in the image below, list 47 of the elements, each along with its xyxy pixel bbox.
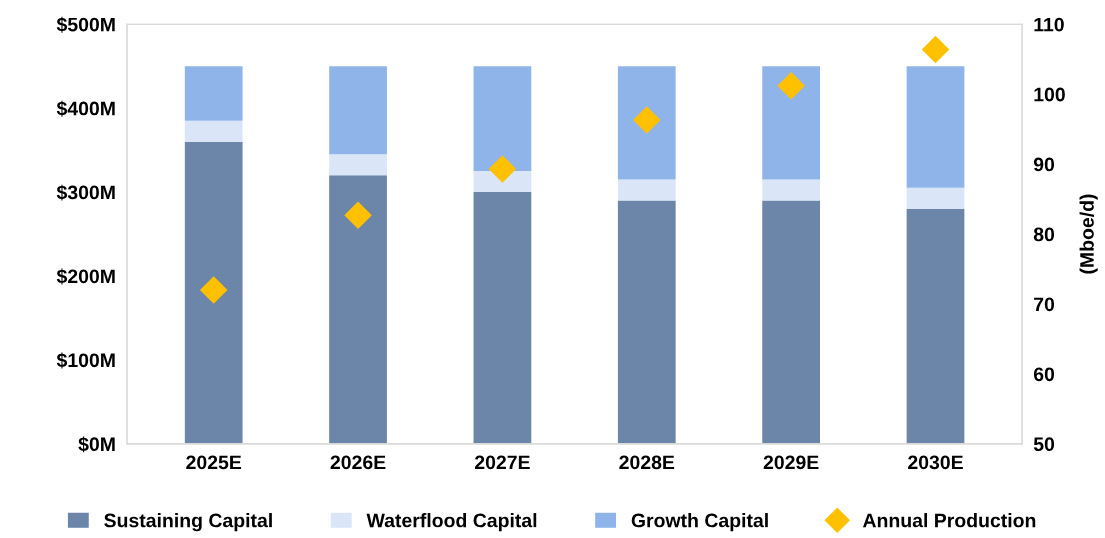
x-tick-label: 2025E xyxy=(186,455,242,470)
y2-tick-label: 70 xyxy=(1034,297,1055,312)
bar xyxy=(473,66,532,172)
y-tick-label: $300M xyxy=(56,184,115,201)
x-tick-label: 2028E xyxy=(619,455,675,470)
legend-label: Sustaining Capital xyxy=(104,513,272,532)
y2-tick-label: 50 xyxy=(1033,437,1055,452)
point xyxy=(488,155,516,183)
bar xyxy=(473,192,532,444)
point xyxy=(200,276,228,304)
x-tick-label: 2026E xyxy=(330,455,386,470)
point xyxy=(922,35,949,63)
legend-label: Growth Capital xyxy=(631,513,768,532)
bar xyxy=(906,187,965,209)
point xyxy=(633,106,661,134)
bar xyxy=(762,179,821,201)
y2-tick-label: 110 xyxy=(1034,17,1064,32)
y2-tick-label: 100 xyxy=(1034,87,1065,102)
bar xyxy=(617,66,676,180)
bar xyxy=(329,175,387,444)
legend-label: Waterflood Capital xyxy=(366,513,537,532)
bar xyxy=(184,141,243,444)
bar xyxy=(762,66,821,180)
x-tick-label: 2030E xyxy=(908,455,963,470)
bar xyxy=(906,66,965,188)
y2-tick-label: 60 xyxy=(1033,367,1055,382)
bar xyxy=(184,120,243,142)
bar xyxy=(329,154,387,176)
y-tick-label: $200M xyxy=(56,268,115,285)
y2-tick-label: 90 xyxy=(1033,157,1055,172)
bar xyxy=(762,200,821,444)
point xyxy=(344,201,372,229)
x-tick-label: 2029E xyxy=(763,455,819,470)
legend-label: Annual Production xyxy=(862,513,1036,528)
bar xyxy=(329,66,387,155)
point xyxy=(777,72,805,100)
bar xyxy=(184,66,243,121)
bar xyxy=(906,208,965,444)
y-tick-label: $500M xyxy=(56,16,115,33)
bar xyxy=(617,179,676,201)
y-tick-label: $100M xyxy=(56,352,115,369)
y-tick-label: $0M xyxy=(78,436,115,453)
y2-tick-label: 80 xyxy=(1033,227,1055,242)
y2-axis-title: (Mboe/d) xyxy=(1079,194,1098,274)
bar xyxy=(617,200,676,444)
y-tick-label: $400M xyxy=(56,100,115,117)
x-tick-label: 2027E xyxy=(474,455,530,470)
